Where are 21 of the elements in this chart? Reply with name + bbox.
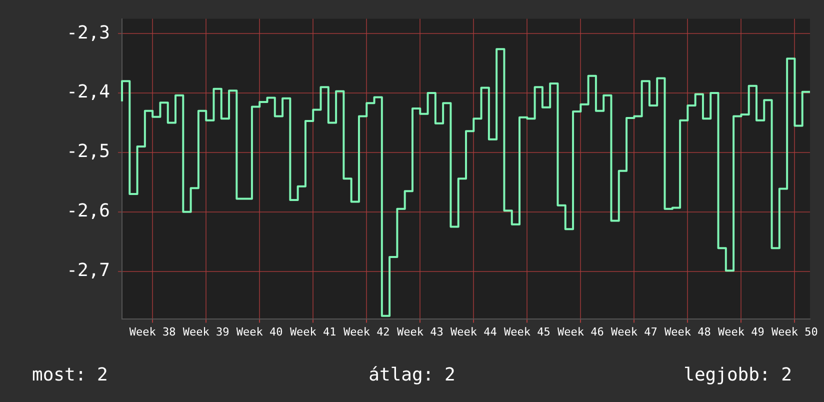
x-tick-label: Week 42 — [343, 325, 390, 338]
x-tick-label: Week 48 — [664, 325, 711, 338]
x-tick-label: Week 50 — [772, 325, 818, 338]
x-tick-label: Week 39 — [182, 325, 230, 338]
x-tick-label: Week 41 — [290, 325, 336, 338]
y-tick-label: -2,3 — [66, 22, 110, 44]
x-tick-label: Week 43 — [396, 325, 444, 338]
x-tick-label: Week 40 — [236, 325, 283, 338]
text: átlag: 2 — [368, 364, 456, 386]
y-tick-label: -2,6 — [66, 200, 110, 222]
text: legjobb: 2 — [684, 364, 792, 386]
x-tick-label: Week 49 — [718, 325, 764, 338]
y-tick-label: -2,4 — [66, 82, 110, 103]
x-tick-label: Week 44 — [450, 325, 498, 338]
x-tick-label: Week 45 — [504, 325, 550, 338]
y-tick-label: -2,7 — [66, 260, 110, 281]
x-tick-label: Week 47 — [611, 325, 658, 338]
text: most: 2 — [32, 364, 108, 386]
x-tick-label: Week 46 — [557, 325, 604, 338]
x-tick-label: Week 38 — [129, 325, 176, 338]
y-tick-label: -2,5 — [66, 141, 110, 162]
